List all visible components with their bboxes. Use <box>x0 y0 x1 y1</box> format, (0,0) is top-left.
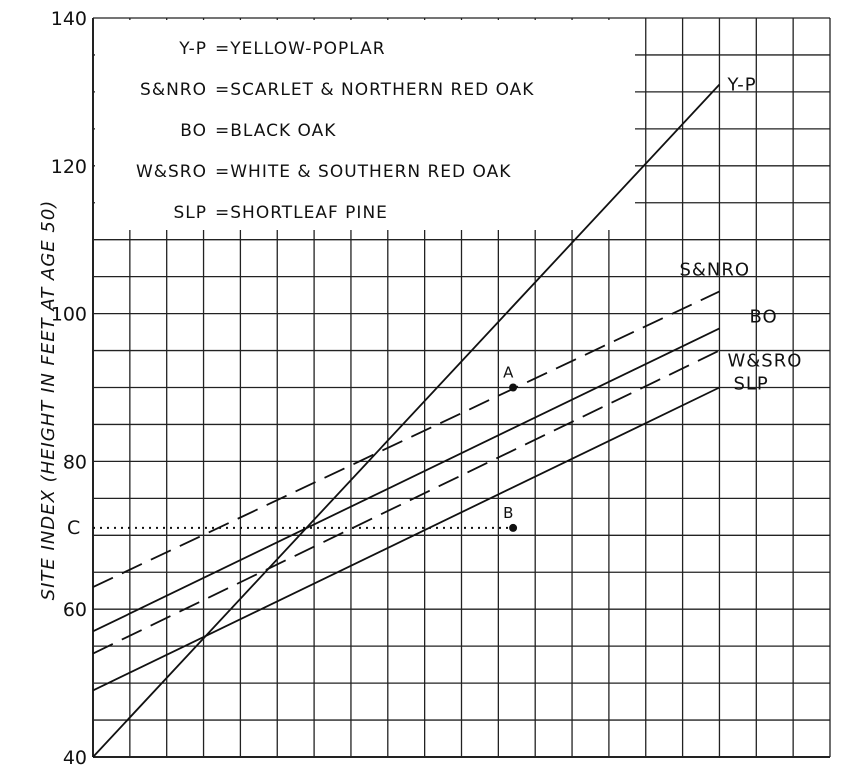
series-end-label: Y-P <box>726 75 756 96</box>
series-line-bo <box>92 327 720 633</box>
legend-abbr: W&SRO <box>136 162 207 182</box>
series-line-slp <box>92 386 720 692</box>
series-end-label: SLP <box>733 374 768 395</box>
legend-name: =BLACK OAK <box>215 121 336 141</box>
legend-name: =SHORTLEAF PINE <box>215 203 388 223</box>
legend-abbr: BO <box>180 121 207 141</box>
point-marker <box>509 523 518 532</box>
legend-name: =WHITE & SOUTHERN RED OAK <box>215 162 511 182</box>
point-marker <box>509 383 518 392</box>
reference-lines: C <box>67 517 514 539</box>
y-tick-label: 140 <box>51 8 87 30</box>
legend-abbr: Y-P <box>178 39 207 59</box>
legend-name: =SCARLET & NORTHERN RED OAK <box>215 80 534 100</box>
series-end-label: W&SRO <box>727 351 802 372</box>
series-line-yp <box>92 83 721 758</box>
series-line-wsro <box>92 349 720 655</box>
series-end-label: BO <box>749 306 777 327</box>
y-tick-label: 120 <box>51 156 87 178</box>
point-label: A <box>503 364 514 382</box>
legend-abbr: S&NRO <box>140 80 207 100</box>
y-axis-label: SITE INDEX (HEIGHT IN FEET AT AGE 50) <box>38 200 59 601</box>
chart-points: AB <box>503 364 518 532</box>
series-end-label: S&NRO <box>679 259 750 280</box>
legend-abbr: SLP <box>173 203 207 223</box>
y-tick-label: 60 <box>63 599 87 621</box>
y-axis-ticks: 40 60 80 100 120 140 <box>51 8 87 769</box>
legend-items: Y-P =YELLOW-POPLAR S&NRO =SCARLET & NORTHER… <box>136 39 534 223</box>
point-label: B <box>503 504 513 522</box>
chart-series <box>92 83 721 758</box>
series-line-snro <box>92 290 720 588</box>
y-tick-label: 40 <box>63 747 87 769</box>
legend <box>95 20 635 230</box>
reference-line-label: C <box>67 517 80 539</box>
y-tick-label: 100 <box>51 304 87 326</box>
y-tick-label: 80 <box>63 451 87 473</box>
legend-name: =YELLOW-POPLAR <box>215 39 386 59</box>
